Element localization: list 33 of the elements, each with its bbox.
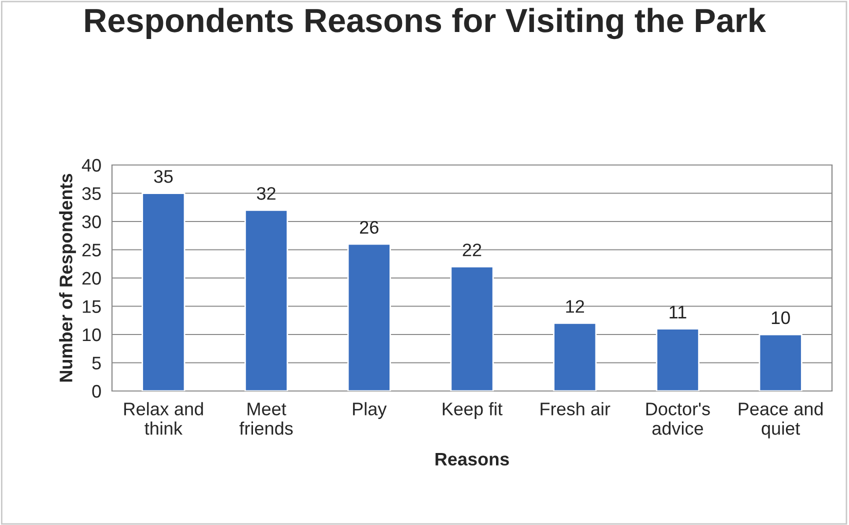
bar	[656, 328, 700, 391]
data-label: 35	[154, 170, 173, 183]
y-tick-label: 30	[82, 215, 101, 228]
bar	[758, 334, 802, 391]
bar	[347, 243, 391, 391]
x-tick-label: Fresh air	[540, 402, 610, 416]
data-label: 12	[566, 300, 584, 313]
y-tick-label: 40	[82, 158, 101, 172]
bar	[450, 266, 494, 391]
chart-title: Respondents Reasons for Visiting the Park	[85, 8, 766, 40]
y-tick-label: 25	[82, 244, 101, 256]
y-tick-label: 5	[92, 356, 101, 370]
y-tick-label: 35	[82, 187, 101, 200]
bar	[142, 192, 186, 391]
data-label: 32	[256, 187, 276, 200]
x-tick-label: Meet friends	[239, 402, 293, 435]
bar	[553, 322, 597, 391]
y-tick-label: 0	[92, 384, 101, 398]
bar	[244, 210, 288, 391]
x-tick-label: Peace and quiet	[738, 402, 823, 438]
x-axis-title: Reasons	[436, 452, 509, 466]
data-label: 10	[772, 311, 790, 324]
y-tick-label: 15	[82, 300, 101, 313]
y-axis-title: Number of Respondents	[59, 174, 76, 382]
data-label: 22	[462, 244, 482, 256]
data-label: 26	[360, 220, 378, 234]
x-tick-label: Relax and think	[124, 402, 203, 435]
x-tick-label: Play	[353, 402, 387, 419]
y-tick-label: 10	[82, 328, 101, 342]
data-label: 11	[670, 306, 686, 318]
x-tick-label: Doctor's advice	[646, 402, 710, 435]
y-tick-label: 20	[82, 272, 101, 285]
x-tick-label: Keep fit	[442, 402, 502, 419]
